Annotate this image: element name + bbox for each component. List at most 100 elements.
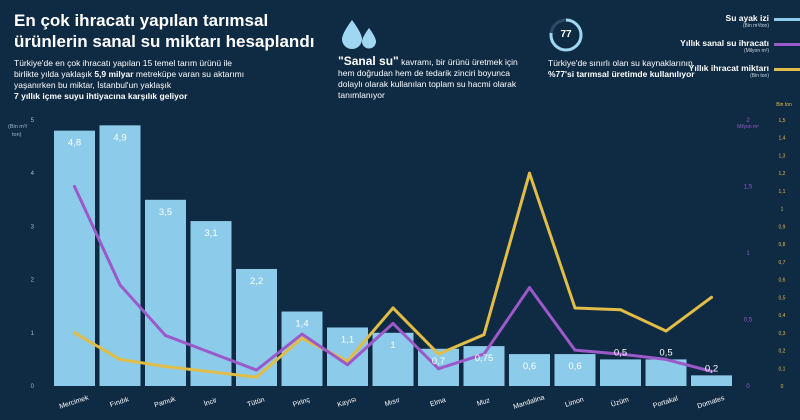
right-axis-2-tick-label: 0,3 — [779, 331, 786, 337]
export-amount-point — [164, 364, 167, 368]
legend-swatch-virtual-water-export — [774, 43, 800, 46]
category-label: Mercimek — [59, 394, 90, 410]
left-axis-unit-label-cont: ton) — [12, 132, 22, 138]
right-axis-2-tick-label: 1,1 — [779, 189, 786, 195]
category-label: Portakal — [652, 395, 679, 410]
share-text: Türkiye'de sınırlı olan su kaynaklarının — [548, 58, 693, 68]
right-axis-2-unit-label: Bin ton — [776, 102, 792, 108]
legend-unit: (Bin ton) — [750, 73, 769, 79]
virtual-water-export-point — [482, 352, 486, 356]
export-amount-point — [528, 171, 531, 175]
category-label: Tütün — [246, 396, 265, 408]
right-axis-2-tick-label: 0,6 — [779, 278, 786, 284]
virtual-water-export-point — [346, 363, 349, 367]
right-axis-2-tick-label: 1 — [781, 207, 784, 213]
virtual-water-export-point — [619, 352, 622, 356]
right-axis-2-tick-label: 1,3 — [779, 153, 786, 159]
virtual-water-export-point — [391, 321, 395, 325]
virtual-water-text: kavramı, bir ürünü üretmek için hem doğr… — [338, 57, 518, 100]
export-amount-point — [391, 306, 395, 310]
virtual-water-export-point — [164, 333, 167, 337]
right-axis-2-tick-label: 0,8 — [779, 242, 786, 248]
virtual-water-term: "Sanal su" — [338, 54, 399, 68]
bar-value-label: 0,6 — [523, 361, 536, 372]
bar — [145, 199, 186, 386]
bar — [600, 359, 641, 386]
legend-unit: (Milyon m³) — [744, 48, 769, 54]
legend-item-export-amount: Yıllık ihracat miktarı (Bin ton) — [655, 63, 769, 79]
right-axis-2-tick-label: 0,5 — [779, 295, 786, 301]
bar — [554, 354, 596, 386]
bar-value-label: 1,4 — [295, 319, 308, 330]
bar-value-label: 0,6 — [568, 361, 581, 372]
export-amount-point — [710, 295, 713, 299]
right-axis-1-tick-label: 0,5 — [744, 318, 753, 324]
category-label: Mısır — [384, 397, 402, 409]
intro-highlight-amount: 5,9 milyar — [94, 69, 134, 79]
right-axis-2-tick-label: 0,2 — [779, 349, 786, 355]
bar-value-label: 0,2 — [705, 363, 718, 374]
bar-value-label: 0,5 — [659, 347, 672, 358]
export-amount-point — [255, 375, 258, 379]
virtual-water-export-point — [437, 367, 440, 371]
bar-value-label: 4,9 — [113, 132, 126, 143]
bar — [54, 130, 95, 386]
virtual-water-export-point — [573, 348, 577, 352]
legend-label: Yıllık sanal su ihracatı — [680, 38, 769, 48]
export-amount-point — [437, 352, 440, 356]
category-label: Limon — [564, 396, 584, 409]
intro-text-part-2: metreküpe varan su aktarımı yaşanırken b… — [14, 69, 245, 90]
category-label: Pirinç — [292, 396, 311, 408]
right-axis-2-tick-label: 0,4 — [779, 313, 786, 319]
category-label: Domates — [697, 395, 726, 410]
left-axis-tick-label: 3 — [31, 224, 35, 230]
left-axis-tick-label: 1 — [31, 331, 35, 337]
left-axis-tick-label: 0 — [31, 384, 35, 390]
right-axis-1-tick-label: 2 — [746, 118, 750, 124]
right-axis-2-tick-label: 1,4 — [779, 136, 786, 142]
export-amount-point — [619, 308, 622, 312]
legend-label: Su ayak izi — [725, 13, 769, 23]
virtual-water-definition: "Sanal su" kavramı, bir ürünü üretmek iç… — [338, 54, 528, 101]
left-axis-tick-label: 5 — [31, 118, 35, 124]
agriculture-water-share: Türkiye'de sınırlı olan su kaynaklarının… — [548, 58, 698, 80]
export-amount-point — [664, 329, 668, 333]
category-label: Muz — [476, 397, 491, 408]
right-axis-1-tick-label: 0 — [746, 384, 750, 390]
category-label: Kayısı — [337, 396, 358, 409]
legend-item-water-footprint: Su ayak izi (Bin m³/ton) — [655, 13, 769, 29]
right-axis-2-tick-label: 0 — [781, 384, 784, 390]
export-amount-point — [73, 331, 76, 335]
bar-value-label: 4,8 — [68, 138, 81, 149]
bar-value-label: 3,1 — [204, 228, 217, 239]
right-axis-1-tick-label: 1,5 — [744, 185, 753, 191]
export-amount-point — [300, 336, 304, 340]
virtual-water-export-point — [255, 368, 258, 372]
water-drops-icon — [342, 20, 376, 49]
left-axis-unit-label: (Bin m³/ — [8, 124, 28, 130]
category-label: İncir — [203, 395, 219, 408]
intro-text-part-1: Türkiye'de en çok ihracatı yapılan 15 te… — [14, 58, 233, 79]
legend-label: Yıllık ihracat miktarı — [688, 63, 769, 73]
right-axis-2-tick-label: 0,9 — [779, 224, 786, 230]
percentage-ring-value: 77 — [560, 29, 572, 40]
left-axis-tick-label: 4 — [31, 171, 35, 177]
export-amount-point — [482, 333, 486, 337]
virtual-water-export-point — [118, 283, 122, 287]
page-title: En çok ihracatı yapılan tarımsal ürünler… — [14, 11, 315, 51]
virtual-water-export-point — [528, 286, 531, 290]
export-amount-point — [573, 306, 577, 310]
percentage-ring-icon — [549, 18, 583, 52]
intro-highlight-istanbul: 7 yıllık içme suyu ihtiyacına karşılık g… — [14, 91, 188, 101]
right-axis-2-tick-label: 1,2 — [779, 171, 786, 177]
virtual-water-export-point — [300, 332, 304, 336]
category-label: Pamuk — [154, 396, 177, 410]
bar-value-label: 1,1 — [341, 334, 354, 345]
right-axis-2-tick-label: 1,5 — [779, 118, 786, 124]
export-amount-point — [118, 357, 122, 361]
share-highlight: %77'si tarımsal üretimde kullanılıyor — [548, 69, 695, 79]
virtual-water-export-point — [664, 357, 668, 361]
bar-value-label: 0,75 — [475, 353, 494, 364]
bar-value-label: 0,5 — [614, 347, 627, 358]
bar — [372, 332, 414, 386]
